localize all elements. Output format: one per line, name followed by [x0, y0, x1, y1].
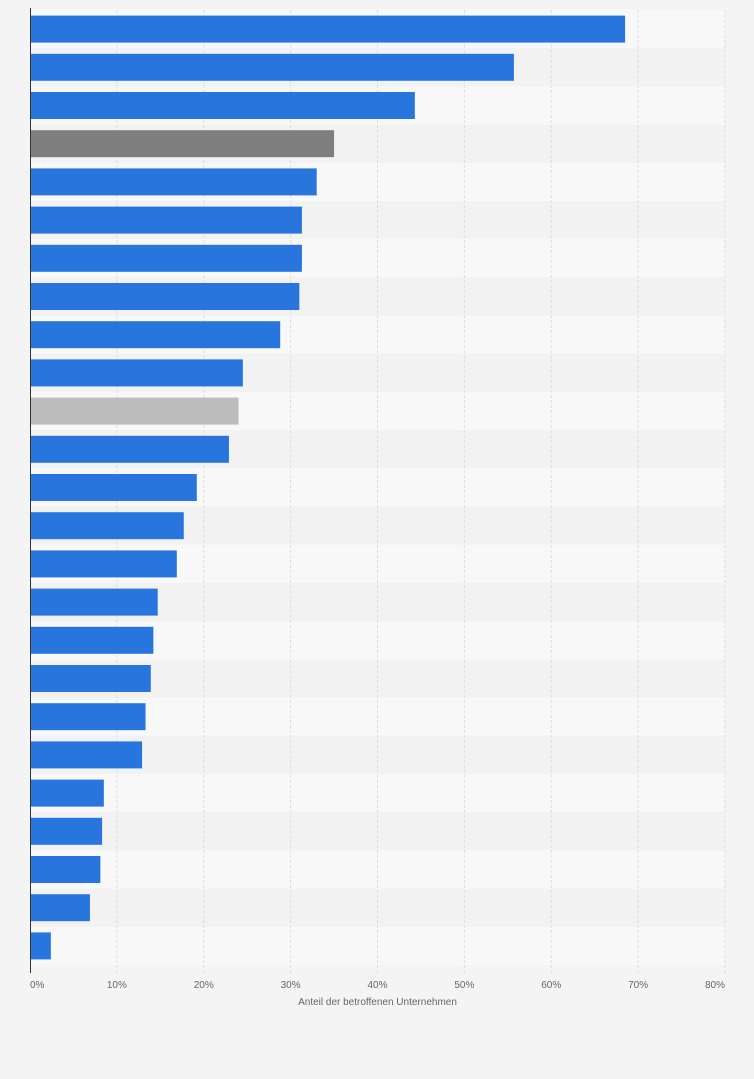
x-tick-label: 10%: [107, 980, 127, 991]
bar: [30, 130, 335, 158]
bar: [30, 588, 158, 616]
bar: [30, 92, 415, 119]
x-tick-label: 20%: [194, 980, 214, 991]
bar: [30, 397, 239, 425]
bar: [30, 665, 151, 692]
x-tick-label: 80%: [705, 980, 725, 991]
bar: [30, 626, 154, 654]
bar: [30, 474, 197, 501]
x-axis-tick-labels: 0% 10% 20% 30% 40% 50% 60% 70% 80%: [30, 980, 725, 991]
bar: [30, 359, 243, 387]
x-tick-label: 30%: [281, 980, 301, 991]
bar: [30, 932, 51, 960]
bars: [30, 15, 626, 960]
x-tick-label: 60%: [541, 980, 561, 991]
bar: [30, 550, 177, 578]
bar: [30, 15, 626, 43]
bar: [30, 244, 302, 272]
x-tick-label: 70%: [628, 980, 648, 991]
x-tick-label: 50%: [454, 980, 474, 991]
bar: [30, 435, 229, 463]
bar: [30, 779, 104, 807]
bar: [30, 283, 300, 310]
bar: [30, 703, 146, 731]
bar: [30, 206, 302, 234]
bar: [30, 512, 184, 540]
bar: [30, 817, 103, 845]
bar: [30, 894, 90, 922]
bar: [30, 53, 514, 81]
x-tick-label: 0%: [30, 980, 45, 991]
bar: [30, 856, 101, 883]
bar: [30, 741, 143, 769]
bar: [30, 321, 281, 349]
bar: [30, 168, 317, 196]
x-tick-label: 40%: [367, 980, 387, 991]
x-axis-title: Anteil der betroffenen Unternehmen: [298, 997, 457, 1008]
